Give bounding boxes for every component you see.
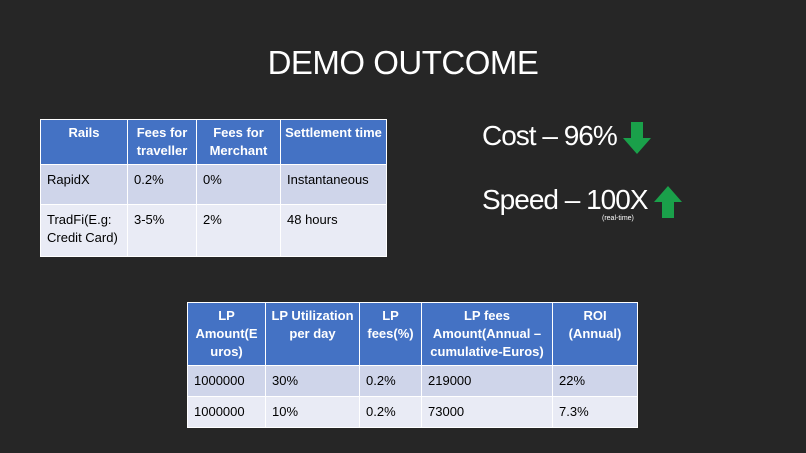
lp-table: LP Amount(Euros) LP Utilization per day LP… bbox=[187, 302, 638, 428]
table-cell: RapidX bbox=[40, 164, 128, 205]
table-cell: 0.2% bbox=[359, 396, 422, 428]
table-cell: 1000000 bbox=[187, 365, 266, 397]
up-arrow bbox=[654, 186, 682, 218]
header-cell: ROI (Annual) bbox=[552, 302, 638, 366]
header-cell: Settlement time bbox=[280, 119, 387, 165]
speed-note: (real-time) bbox=[602, 215, 634, 222]
header-cell: Fees for Merchant bbox=[196, 119, 281, 165]
header-cell: LP fees(%) bbox=[359, 302, 422, 366]
table-cell: 2% bbox=[196, 204, 281, 257]
table-row: 1000000 10% 0.2% 73000 7.3% bbox=[187, 396, 638, 428]
table-cell: 30% bbox=[265, 365, 360, 397]
header-row: Rails Fees for traveller Fees for Merchant… bbox=[40, 119, 387, 165]
slide-title: DEMO OUTCOME bbox=[267, 44, 539, 81]
down-arrow bbox=[623, 122, 651, 154]
table-cell: 22% bbox=[552, 365, 638, 397]
table-cell: 1000000 bbox=[187, 396, 266, 428]
header-cell: LP Amount(Euros) bbox=[187, 302, 266, 366]
table-cell: 0% bbox=[196, 164, 281, 205]
table-cell: 3-5% bbox=[127, 204, 197, 257]
rails-table: Rails Fees for traveller Fees for Merchant… bbox=[40, 119, 387, 257]
table-cell: Instantaneous bbox=[280, 164, 387, 205]
header-row: LP Amount(Euros) LP Utilization per day LP… bbox=[187, 302, 638, 366]
header-cell: Fees for traveller bbox=[127, 119, 197, 165]
speed-metric: Speed – 100X bbox=[482, 184, 648, 215]
table-row: 1000000 30% 0.2% 219000 22% bbox=[187, 365, 638, 397]
header-cell: Rails bbox=[40, 119, 128, 165]
cost-metric: Cost – 96% bbox=[482, 120, 618, 151]
table-cell: 48 hours bbox=[280, 204, 387, 257]
table-cell: 10% bbox=[265, 396, 360, 428]
table-row: RapidX 0.2% 0% Instantaneous bbox=[40, 164, 387, 205]
table-cell: 7.3% bbox=[552, 396, 638, 428]
table-row: TradFi(E.g: Credit Card) 3-5% 2% 48 hours bbox=[40, 204, 387, 257]
table-cell: 219000 bbox=[421, 365, 553, 397]
table-cell: 0.2% bbox=[359, 365, 422, 397]
header-cell: LP Utilization per day bbox=[265, 302, 360, 366]
table-cell: 0.2% bbox=[127, 164, 197, 205]
table-cell: TradFi(E.g: Credit Card) bbox=[40, 204, 128, 257]
table-cell: 73000 bbox=[421, 396, 553, 428]
header-cell: LP fees Amount(Annual – cumulative-Euros… bbox=[421, 302, 553, 366]
